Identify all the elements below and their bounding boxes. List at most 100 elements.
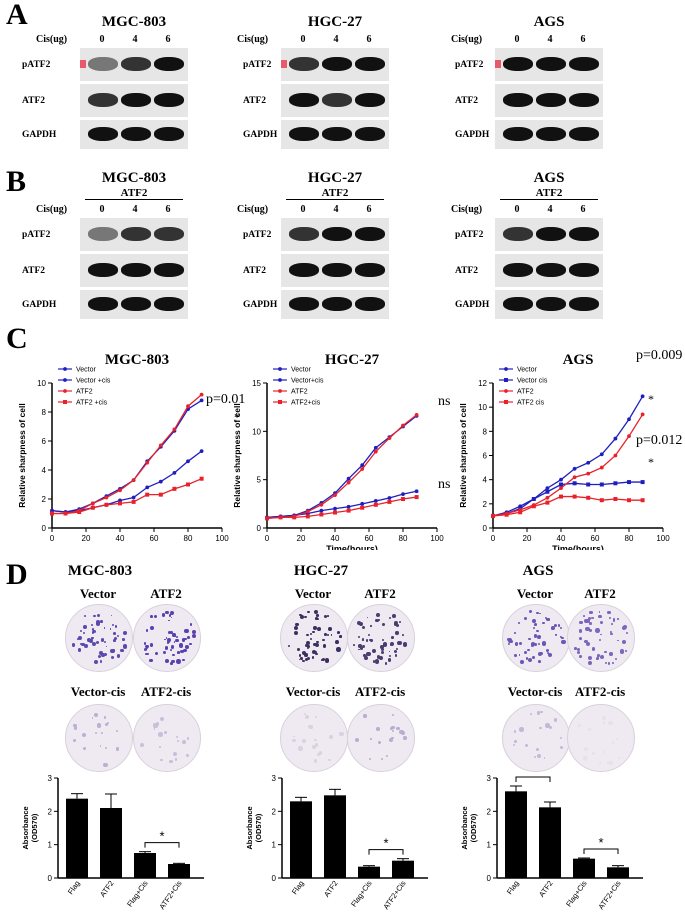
- d-2-plate-0-colony: [530, 643, 535, 648]
- d-2-plate-1-colony: [599, 655, 604, 660]
- d-0-plate-1-colony: [166, 637, 171, 642]
- d-bar-1-ytick-label-0: 0: [272, 874, 277, 883]
- d-0-plate-1-colony: [176, 659, 181, 664]
- b-1-blot-patf2: [281, 218, 389, 251]
- a-0-lane-0: 0: [99, 34, 105, 45]
- d-0-plate-0-colony: [122, 644, 127, 649]
- d-bar-1-cat-2: Flag+Cis: [349, 879, 374, 909]
- d-1-plate-3-colony: [403, 736, 407, 740]
- d-2-plate-0-colony: [536, 611, 539, 615]
- d-bar-1-cat-1: ATF2: [322, 879, 340, 899]
- c-1-legend-3-marker: [278, 400, 282, 404]
- d-1-plate-1-colony: [393, 649, 397, 653]
- d-1-plate-3: [347, 704, 415, 772]
- d-2-plate-0-colony: [537, 643, 540, 646]
- d-2-plate-1-colony: [610, 632, 614, 636]
- c-2-legend-1-label: Vector cis: [517, 378, 548, 385]
- a-2-ladder-marker: [495, 60, 501, 68]
- c-2-series-3-point-3: [531, 504, 536, 509]
- b-1-row-label-atf2: ATF2: [243, 266, 267, 276]
- d-0-plate-0-colony: [83, 614, 87, 618]
- d-0-plate-0-colony: [114, 637, 118, 641]
- d-1-plate-1-colony: [364, 655, 369, 660]
- d-bar-2-cat-3: ATF2+Cis: [596, 879, 622, 911]
- d-0-plate-0-colony: [98, 655, 102, 659]
- d-1-plate-1-colony: [362, 639, 364, 641]
- b-2-band-atf2-0: [503, 263, 533, 277]
- d-bar-2-bar-2: [573, 858, 595, 878]
- d-0-plate-3-colony: [153, 728, 156, 730]
- d-1-plate-0-colony: [322, 638, 325, 642]
- c-2-series-1-point-5: [559, 482, 563, 487]
- a-1-blot-patf2: [281, 48, 389, 81]
- d-0-plate-1-colony: [172, 654, 175, 657]
- d-2-plate-1-colony: [579, 620, 583, 625]
- d-bar-2-ylabel-0: Absorbance: [460, 806, 469, 849]
- b-1-row-label-patf2: pATF2: [243, 230, 272, 240]
- c-2-series-1-point-7: [586, 482, 591, 487]
- c-2-series-3-point-0: [491, 513, 495, 518]
- b-0-row-label-atf2: ATF2: [22, 266, 46, 276]
- d-2-plate-1-colony: [624, 650, 627, 653]
- d-1-plate-0-colony: [330, 634, 333, 637]
- d-1-plate-3-colony: [391, 729, 395, 732]
- a-1-band-patf2-0: [289, 57, 319, 71]
- d-1-plate-1-colony: [381, 647, 385, 651]
- d-0-plate-0-colony: [103, 627, 106, 629]
- b-1-band-atf2-1: [322, 263, 352, 277]
- d-1-plate-0-colony: [305, 643, 309, 647]
- d-0-plate-1-colony: [149, 643, 154, 647]
- d-0-plate-label-1: ATF2: [150, 586, 182, 601]
- d-0-plate-3-colony: [153, 723, 157, 727]
- c-0-annotation-star: *: [234, 410, 240, 424]
- d-bar-2-sig-1-label: *: [598, 835, 603, 850]
- a-2-blot-patf2: [495, 48, 603, 81]
- d-0-plate-3-colony: [176, 736, 179, 739]
- d-1-plate-2-colony: [301, 738, 307, 743]
- d-bar-1-ylabel-1: (OD570): [254, 813, 263, 842]
- d-1-plate-1-colony: [395, 631, 399, 635]
- b-0-band-patf2-2: [154, 227, 184, 241]
- d-2-plate-0-colony: [518, 653, 521, 656]
- c-2-xtick-label-100: 100: [656, 534, 670, 543]
- d-1-plate-0-colony: [315, 617, 319, 620]
- d-0-plate-1-colony: [154, 614, 158, 618]
- d-2-plate-0-colony: [550, 626, 554, 630]
- d-2-plate-0-colony: [548, 652, 553, 658]
- b-1-cis-label: Cis(ug): [237, 204, 269, 215]
- d-bar-2-bar-3: [607, 867, 629, 878]
- d-1-plate-1-colony: [395, 624, 399, 628]
- a-0-band-patf2-0: [88, 57, 118, 71]
- c-1-legend-3-label: ATF2+cis: [291, 400, 321, 407]
- c-0-series-1-point-8: [158, 479, 163, 484]
- c-1-xlabel: Time(hours): [326, 544, 378, 550]
- c-0-series-1-point-10: [186, 459, 190, 464]
- d-1-plate-0-colony: [335, 639, 339, 644]
- c-2-series-3-point-6: [572, 494, 577, 499]
- b-0-band-patf2-0: [88, 227, 118, 241]
- b-2-band-patf2-2: [569, 227, 599, 241]
- d-1-plate-3-colony: [390, 727, 393, 731]
- d-2-plate-0-colony: [559, 627, 562, 630]
- c-2-series-3-point-8: [599, 498, 604, 503]
- d-0-plate-2-colony: [104, 716, 107, 719]
- d-2-plate-3-colony: [602, 750, 606, 754]
- d-2-plate-0-colony: [542, 621, 545, 625]
- d-2-plate-0-colony: [524, 616, 528, 620]
- c-1-series-3-point-6: [346, 508, 351, 513]
- d-2-plate-0-colony: [518, 621, 520, 624]
- c-1-series-2-point-10: [401, 423, 405, 428]
- d-1-plate-1-colony: [374, 659, 380, 664]
- c-2-title: AGS: [563, 352, 594, 368]
- b-2-band-patf2-0: [503, 227, 533, 241]
- c-1-series-3-point-0: [265, 516, 269, 521]
- d-0-plate-1-colony: [168, 631, 172, 635]
- c-1-series-2-point-9: [387, 436, 392, 440]
- d-2-plate-0-colony: [561, 636, 564, 639]
- c-2-ylabel: Relative sharpness of cell: [458, 403, 468, 507]
- c-1-series-1-point-8: [373, 499, 378, 503]
- c-0-annotation-p: p=0.01: [206, 392, 245, 407]
- d-1-plate-label-2: Vector-cis: [285, 684, 341, 699]
- d-1-plate-1-colony: [389, 617, 392, 620]
- d-0-plate-2-colony: [91, 716, 94, 719]
